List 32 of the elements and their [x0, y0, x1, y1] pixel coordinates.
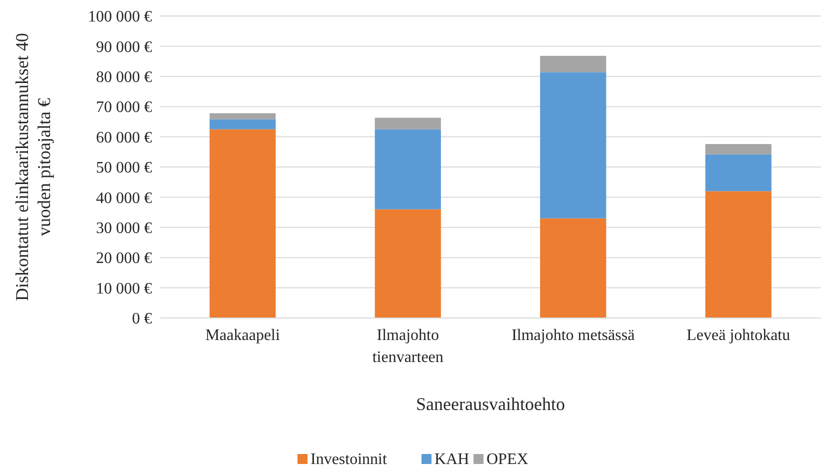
- y-tick-label: 30 000 €: [96, 220, 152, 237]
- y-tick-label: 0 €: [132, 310, 152, 328]
- y-tick-label: 50 000 €: [96, 160, 152, 177]
- bar: [705, 144, 772, 154]
- x-tick-label: Leveä johtokatu: [686, 327, 790, 344]
- bar: [540, 218, 606, 318]
- legend-label: OPEX: [486, 451, 529, 468]
- legend-label: KAH: [434, 451, 470, 468]
- bar: [210, 113, 276, 120]
- y-tick-label: 90 000 €: [96, 38, 152, 56]
- y-tick-label: 40 000 €: [96, 190, 152, 207]
- bar: [374, 209, 441, 318]
- x-axis-title: Saneerausvaihtoehto: [416, 394, 565, 414]
- legend-label: Investoinnit: [310, 451, 388, 468]
- x-tick-label: Ilmajohto tienvarteen: [372, 327, 444, 366]
- bar: [210, 129, 276, 318]
- x-tick-label: Maakaapeli: [205, 327, 280, 344]
- bar: [374, 118, 441, 130]
- bar: [540, 72, 606, 218]
- y-tick-label: 10 000 €: [96, 280, 152, 298]
- y-tick-label: 60 000 €: [96, 129, 152, 146]
- x-tick-label: Ilmajohto metsässä: [512, 327, 635, 344]
- bar: [210, 119, 276, 130]
- y-tick-label: 70 000 €: [96, 99, 152, 116]
- y-tick-label: 20 000 €: [96, 250, 152, 268]
- bar: [374, 129, 441, 210]
- bar: [540, 56, 606, 72]
- bar: [705, 191, 772, 318]
- y-axis-title: Diskontatut elinkaarikustannukset 40 vuoden pitoajalta €: [12, 33, 54, 301]
- y-tick-label: 100 000 €: [88, 8, 152, 26]
- bar: [705, 154, 772, 192]
- y-tick-label: 80 000 €: [96, 69, 152, 86]
